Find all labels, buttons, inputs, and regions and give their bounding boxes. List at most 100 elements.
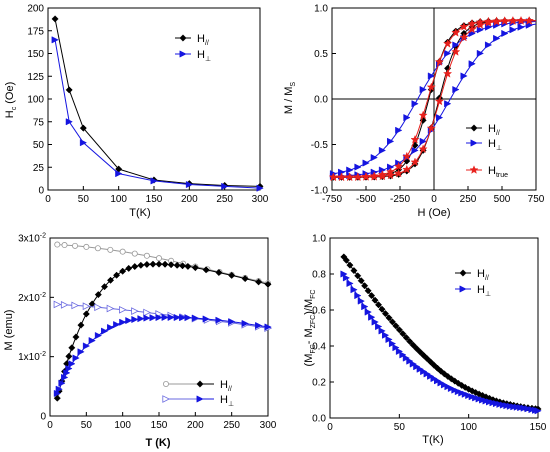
mt-perpendicular-zfc-point xyxy=(125,316,133,325)
mt-parallel-zfc-point xyxy=(82,310,90,318)
diff-perpendicular-point xyxy=(513,403,521,411)
diff-perpendicular-point xyxy=(423,370,431,378)
diff-perpendicular-point xyxy=(520,404,528,412)
hc-ylabel-main: H xyxy=(4,110,16,118)
x-tick-label: 250 xyxy=(460,194,477,205)
mh-true-point xyxy=(451,28,461,37)
mt-perpendicular-fc-point xyxy=(119,305,127,314)
diff-perpendicular-point xyxy=(444,383,452,391)
mh-perpendicular-point xyxy=(403,114,411,122)
mh-true-point xyxy=(345,172,355,182)
mh-xlabel: H (Oe) xyxy=(418,207,451,219)
mt-perpendicular-zfc-point xyxy=(137,315,145,323)
mt-parallel-zfc-point xyxy=(255,278,263,286)
legend-marker xyxy=(470,139,478,147)
diff-perpendicular-point xyxy=(499,401,508,409)
mt-perpendicular-zfc-line xyxy=(56,316,269,394)
mt-parallel-zfc-point xyxy=(143,260,151,269)
y-tick-label: 75 xyxy=(33,117,45,128)
mh-true-point xyxy=(328,172,338,182)
diff-perpendicular-point xyxy=(451,386,459,394)
diff-parallel-point xyxy=(357,277,365,285)
x-tick-label: 200 xyxy=(181,194,198,205)
mt-perpendicular-zfc-point xyxy=(77,348,85,356)
mt-parallel-zfc-point xyxy=(100,283,109,291)
diff-perpendicular-point xyxy=(503,402,511,410)
mt-perpendicular-zfc-point xyxy=(161,313,169,322)
diff-perpendicular-point xyxy=(447,384,456,393)
legend-marker xyxy=(179,50,187,58)
mt-perpendicular-zfc-point xyxy=(241,319,249,328)
mh-true-point xyxy=(459,32,469,42)
diff-parallel-point xyxy=(342,256,350,264)
mt-xlabel: T (K) xyxy=(145,437,170,449)
mt-parallel-zfc-point xyxy=(149,260,157,268)
plot-frame xyxy=(47,7,261,191)
x-tick-label: 150 xyxy=(530,422,547,433)
legend-marker xyxy=(469,165,479,174)
mt-parallel-zfc-point xyxy=(107,276,115,284)
diff-parallel-point xyxy=(385,314,393,322)
mt-perpendicular-zfc-point xyxy=(61,373,69,382)
mt-ylabel-text: M (emu) xyxy=(3,310,15,351)
x-tick-label: 250 xyxy=(216,194,233,205)
y-tick-label: 0.0 xyxy=(314,95,328,106)
mt-parallel-fc-point xyxy=(119,248,126,255)
legend-label: H// xyxy=(197,33,209,47)
x-tick-label: 150 xyxy=(146,194,163,205)
diff-ylabel: (MFC- MZFC)/MFC xyxy=(303,290,317,367)
mh-true-point xyxy=(336,172,347,182)
mt-parallel-fc-point xyxy=(61,242,68,249)
magnetization-vs-temperature-panel: 0 50 100 150 200 250 300 0 1x10-2 2x10-2 3x10-2 H//… xyxy=(18,233,277,432)
mt-parallel-fc-point xyxy=(131,250,138,257)
mh-perpendicular-point xyxy=(509,26,517,34)
hc-perpendicular-line xyxy=(54,39,261,189)
diff-perpendicular-point xyxy=(458,389,466,397)
diff-perpendicular-point xyxy=(399,351,407,359)
diff-perpendicular-point xyxy=(392,344,400,352)
diff-xlabel: T(K) xyxy=(422,434,443,446)
legend-marker xyxy=(179,34,187,42)
hc-ylabel-sub: c xyxy=(11,106,18,110)
y-tick-label: 100 xyxy=(27,95,44,106)
legend-marker xyxy=(459,269,467,277)
mh-true-point xyxy=(516,16,526,25)
mh-perpendicular-point xyxy=(444,49,452,57)
mt-perpendicular-zfc-point xyxy=(88,336,96,345)
mt-perpendicular-zfc-point xyxy=(68,360,76,368)
x-tick-label: 50 xyxy=(78,194,90,205)
mh-true-point xyxy=(443,69,453,78)
mt-perpendicular-zfc-point xyxy=(107,323,115,332)
diff-perpendicular-point xyxy=(461,390,469,398)
mt-parallel-zfc-point xyxy=(161,260,169,268)
y-tick-label: 0.0 xyxy=(312,414,326,425)
diff-perpendicular-point xyxy=(413,363,421,371)
hc-parallel-point xyxy=(51,15,59,23)
y-tick-label: 2x10-2 xyxy=(18,292,46,304)
diff-parallel-point xyxy=(392,322,400,330)
y-tick-label: 3x10-2 xyxy=(18,233,46,245)
mt-parallel-fc-point xyxy=(155,255,162,262)
mt-perpendicular-fc-point xyxy=(53,300,62,309)
mt-parallel-fc-point xyxy=(143,252,150,259)
diff-parallel-point xyxy=(406,337,414,345)
diff-perpendicular-point xyxy=(465,391,473,400)
mt-parallel-zfc-point xyxy=(77,321,85,329)
mt-parallel-zfc-point xyxy=(264,280,272,288)
diff-perpendicular-point xyxy=(364,308,372,316)
diff-perpendicular-point xyxy=(354,291,362,300)
mt-perpendicular-zfc-point xyxy=(72,354,80,362)
diff-perpendicular-point xyxy=(524,405,532,413)
mt-perpendicular-fc-point xyxy=(94,303,103,312)
hc-parallel-line xyxy=(54,18,261,187)
y-tick-label: 0.5 xyxy=(314,49,328,60)
diff-ylabel-sub2: ZFC xyxy=(310,315,317,329)
diff-perpendicular-point xyxy=(434,377,442,385)
legend-label: H⊥ xyxy=(488,138,502,152)
mt-parallel-zfc-point xyxy=(94,291,102,299)
legend-marker xyxy=(470,124,478,132)
y-tick-label: 0.2 xyxy=(312,378,326,389)
x-tick-label: 250 xyxy=(223,420,240,431)
mh-perpendicular-point xyxy=(354,163,362,171)
x-tick-label: -750 xyxy=(322,194,342,205)
